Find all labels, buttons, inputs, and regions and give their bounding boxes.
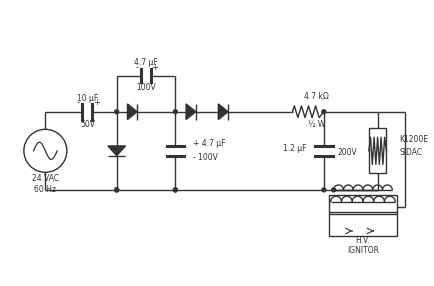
- Circle shape: [115, 188, 118, 192]
- Text: H.V.
IGNITOR: H.V. IGNITOR: [347, 236, 379, 255]
- Text: K1200E: K1200E: [399, 135, 428, 144]
- Polygon shape: [128, 104, 137, 120]
- Text: 4.7 μF: 4.7 μF: [134, 58, 158, 67]
- Circle shape: [173, 110, 177, 114]
- Text: -: -: [77, 98, 80, 108]
- Text: - 100V: - 100V: [193, 153, 218, 162]
- Text: 100V: 100V: [136, 83, 156, 92]
- Text: -: -: [136, 63, 139, 72]
- Circle shape: [332, 188, 335, 192]
- Text: +: +: [151, 63, 158, 72]
- Text: 4.7 kΩ: 4.7 kΩ: [304, 92, 329, 101]
- Text: 200V: 200V: [338, 148, 357, 157]
- Circle shape: [173, 188, 177, 192]
- Text: ½ W: ½ W: [308, 120, 325, 129]
- Polygon shape: [218, 104, 228, 120]
- Text: 1.2 μF: 1.2 μF: [283, 144, 306, 153]
- Polygon shape: [108, 146, 125, 156]
- Circle shape: [173, 188, 177, 192]
- Bar: [369, 128, 386, 174]
- Text: + 4.7 μF: + 4.7 μF: [193, 140, 225, 148]
- Polygon shape: [186, 104, 196, 120]
- Text: 10 μF: 10 μF: [77, 94, 98, 103]
- Circle shape: [322, 188, 326, 192]
- Circle shape: [115, 188, 118, 192]
- Circle shape: [115, 110, 118, 114]
- Circle shape: [322, 110, 326, 114]
- Text: 50V: 50V: [80, 120, 95, 129]
- Bar: [329, 195, 397, 236]
- Text: +: +: [93, 98, 100, 108]
- Text: SIDAC: SIDAC: [399, 148, 422, 157]
- Text: 24 VAC
60 Hz: 24 VAC 60 Hz: [32, 174, 59, 194]
